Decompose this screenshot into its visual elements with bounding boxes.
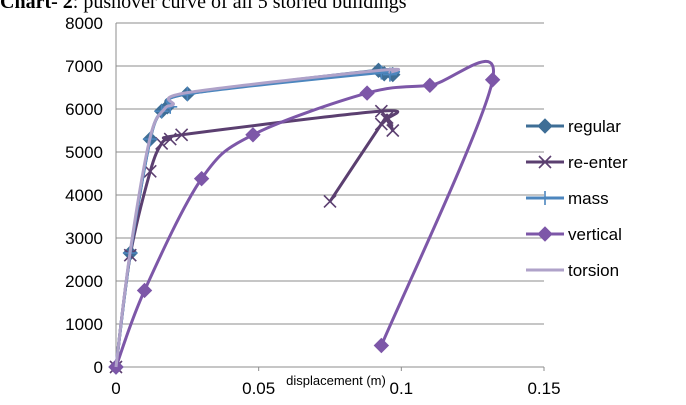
legend-label: re-enter <box>568 153 628 172</box>
chart-title: Chart- 2: pushover curve of all 5 storie… <box>0 0 407 17</box>
data-point <box>143 164 157 178</box>
y-tick-label: 1000 <box>65 315 103 334</box>
x-tick-label: 0.1 <box>390 379 414 398</box>
data-point <box>484 72 501 88</box>
data-point <box>193 170 210 187</box>
y-tick-label: 4000 <box>65 186 103 205</box>
data-series <box>108 59 501 375</box>
data-point <box>537 226 553 242</box>
legend-label: mass <box>568 189 609 208</box>
legend-item-re-enter: re-enter <box>526 153 628 172</box>
data-point <box>386 123 400 138</box>
data-point <box>374 117 388 131</box>
legend: regular re-enter mass vertical torsion <box>526 117 628 280</box>
legend-item-vertical: vertical <box>526 225 622 244</box>
series-line <box>114 59 495 368</box>
legend-label: regular <box>568 117 621 136</box>
series-line <box>114 67 401 368</box>
chart-title-text: : pushover curve of all 5 storied buildi… <box>72 0 407 13</box>
data-point <box>380 113 394 127</box>
series-re-enter <box>109 104 400 374</box>
data-point <box>537 118 553 134</box>
data-point <box>422 77 438 94</box>
chart-title-prefix: Chart- 2 <box>0 0 73 13</box>
y-tick-label: 5000 <box>65 143 103 162</box>
data-point <box>155 136 169 150</box>
data-point <box>136 282 153 299</box>
data-point <box>245 127 261 143</box>
legend-item-mass: mass <box>526 189 609 208</box>
data-point <box>323 194 337 209</box>
series-torsion <box>114 67 401 368</box>
x-tick-label: 0.15 <box>527 379 560 398</box>
data-point <box>374 65 389 80</box>
y-tick-label: 3000 <box>65 229 103 248</box>
x-axis-label: displacement (m) <box>286 373 386 388</box>
series-vertical <box>108 59 501 375</box>
data-point <box>359 85 375 101</box>
series-regular <box>108 62 401 375</box>
legend-label: torsion <box>568 261 619 280</box>
data-point <box>373 337 390 354</box>
x-tick-label: 0 <box>111 379 120 398</box>
y-tick-label: 7000 <box>65 57 103 76</box>
data-point <box>163 132 177 146</box>
y-tick-label: 2000 <box>65 272 103 291</box>
y-tick-label: 8000 <box>65 14 103 33</box>
grid-lines <box>116 22 544 325</box>
y-tick-label: 6000 <box>65 100 103 119</box>
series-line <box>114 109 400 368</box>
series-mass <box>109 65 401 374</box>
y-tick-label: 0 <box>94 358 103 377</box>
x-tick-label: 0.05 <box>242 379 275 398</box>
data-point <box>538 155 552 169</box>
data-point <box>538 191 552 205</box>
legend-item-torsion: torsion <box>526 261 619 280</box>
tick-labels: 0 1000 2000 3000 4000 5000 6000 7000 8000 0 0.05 0.… <box>65 14 560 398</box>
legend-label: vertical <box>568 225 622 244</box>
legend-item-regular: regular <box>526 117 621 136</box>
data-point <box>175 128 189 142</box>
